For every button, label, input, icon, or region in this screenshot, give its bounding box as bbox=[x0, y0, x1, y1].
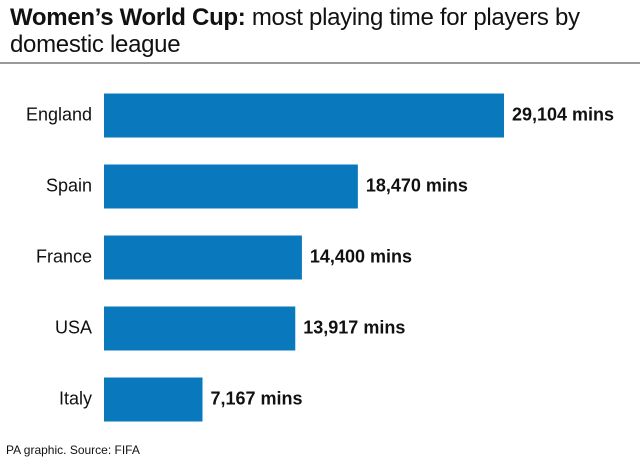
chart-subtitle: most playing time for players by domesti… bbox=[10, 4, 580, 58]
bar bbox=[104, 164, 358, 209]
category-label: USA bbox=[55, 317, 92, 337]
value-label: 29,104 mins bbox=[512, 104, 614, 124]
value-label: 14,400 mins bbox=[310, 246, 412, 266]
category-label: England bbox=[26, 104, 92, 124]
value-label: 7,167 mins bbox=[211, 388, 303, 408]
bar bbox=[104, 306, 296, 351]
bar bbox=[104, 93, 504, 138]
bar bbox=[104, 377, 203, 422]
category-label: Spain bbox=[46, 175, 92, 195]
value-label: 13,917 mins bbox=[303, 317, 405, 337]
chart-title: Women’s World Cup: bbox=[10, 4, 246, 31]
value-label: 18,470 mins bbox=[366, 175, 468, 195]
category-label: Italy bbox=[59, 388, 92, 408]
source: PA graphic. Source: FIFA bbox=[6, 443, 140, 457]
category-label: France bbox=[36, 246, 92, 266]
header: Women’s World Cup: most playing time for… bbox=[10, 4, 625, 58]
bar bbox=[104, 235, 302, 280]
